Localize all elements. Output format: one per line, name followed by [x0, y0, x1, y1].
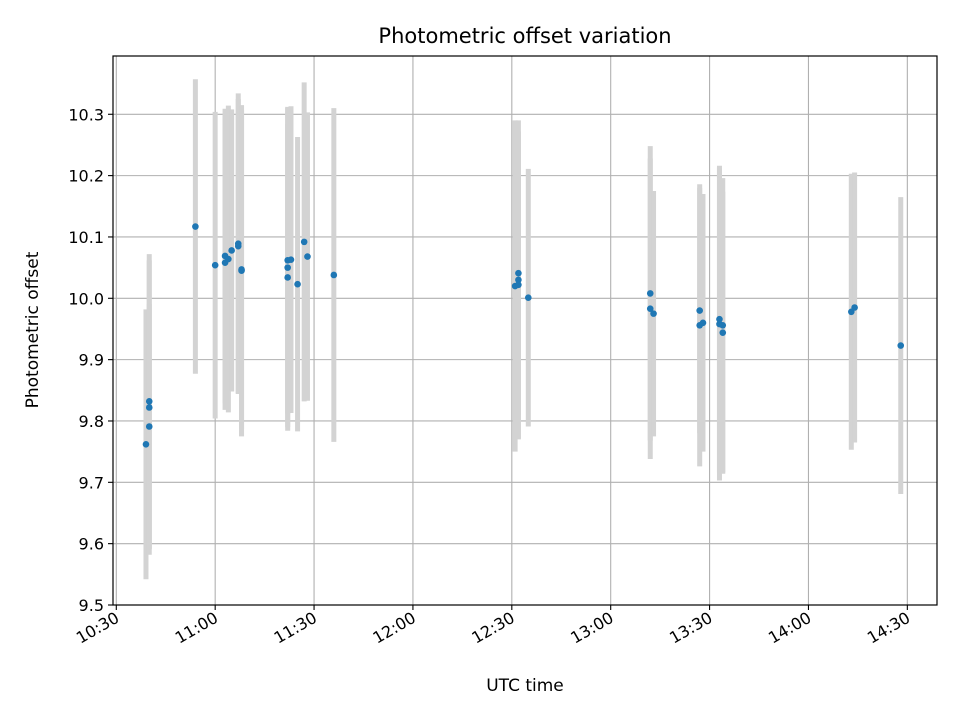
grid-lines — [113, 56, 937, 606]
y-axis-ticks: 9.5 9.6 9.7 9.8 9.9 10.0 10.1 10.2 10.3 — [68, 105, 113, 615]
data-point — [287, 256, 295, 263]
y-tick-label: 10.3 — [68, 105, 104, 124]
data-point — [284, 264, 291, 271]
y-tick-label: 9.8 — [79, 412, 104, 431]
x-axis-ticks: 10:30 11:00 11:30 12:00 12:30 13:00 13:30 14:00… — [73, 605, 913, 648]
data-point — [234, 240, 242, 248]
y-tick-label: 9.7 — [79, 473, 104, 492]
data-point — [225, 255, 232, 263]
x-tick-label: 12:00 — [370, 608, 419, 648]
data-point — [330, 271, 338, 279]
data-point — [142, 440, 150, 448]
y-tick-label: 10.0 — [68, 289, 104, 308]
data-point — [238, 266, 245, 273]
x-tick-label: 14:30 — [864, 608, 913, 648]
data-point — [716, 315, 723, 323]
plot-frame — [112, 55, 938, 606]
data-point — [650, 310, 657, 317]
data-point — [515, 269, 522, 277]
data-point — [145, 404, 153, 411]
x-tick-label: 12:30 — [468, 608, 517, 648]
y-tick-label: 9.6 — [79, 535, 104, 554]
x-tick-label: 13:30 — [666, 608, 715, 648]
data-point — [304, 253, 311, 260]
data-point — [646, 290, 654, 297]
y-tick-label: 10.1 — [68, 228, 104, 247]
data-point — [284, 274, 291, 281]
data-point — [192, 223, 199, 230]
y-tick-label: 9.9 — [79, 351, 104, 370]
x-tick-label: 13:00 — [567, 608, 616, 648]
data-point — [696, 307, 703, 314]
data-point — [211, 261, 219, 269]
data-point — [851, 304, 858, 311]
data-point — [699, 319, 707, 327]
x-tick-label: 11:00 — [172, 608, 221, 648]
data-point — [515, 281, 522, 289]
chart-title: Photometric offset variation — [378, 24, 671, 48]
data-point — [524, 294, 532, 301]
data-point — [228, 247, 235, 254]
data-point — [646, 305, 654, 313]
data-points — [142, 223, 905, 448]
x-axis-label: UTC time — [486, 676, 564, 696]
x-tick-label: 11:30 — [271, 608, 320, 648]
error-bars — [143, 79, 904, 580]
data-point — [515, 276, 522, 284]
data-point — [897, 342, 905, 349]
data-point — [719, 329, 727, 336]
y-tick-label: 10.2 — [68, 167, 104, 186]
y-axis-label: Photometric offset — [23, 251, 43, 408]
data-point — [145, 423, 153, 430]
data-point — [294, 280, 301, 288]
y-tick-label: 9.5 — [79, 596, 104, 615]
data-point — [300, 238, 308, 246]
data-point — [145, 398, 153, 405]
x-tick-label: 14:00 — [765, 608, 814, 648]
data-point — [719, 321, 727, 329]
